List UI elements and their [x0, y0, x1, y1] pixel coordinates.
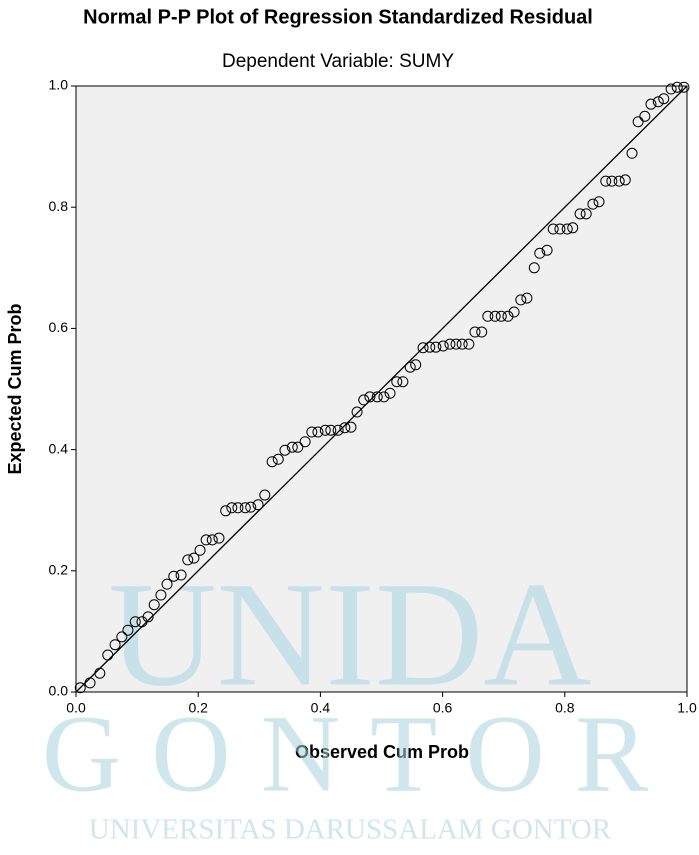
x-tick-label: 0.8 [555, 700, 575, 716]
y-axis-label: Expected Cum Prob [5, 303, 25, 474]
y-tick-label: 0.6 [49, 319, 69, 335]
watermark: UNIVERSITAS DARUSSALAM GONTOR [89, 814, 612, 846]
x-tick-label: 0.0 [66, 700, 86, 716]
y-tick-label: 1.0 [49, 77, 69, 93]
x-tick-label: 0.4 [311, 700, 331, 716]
y-tick-label: 0.0 [49, 683, 69, 699]
x-tick-label: 1.0 [677, 700, 697, 716]
watermark: GONTOR [42, 692, 678, 814]
chart-subtitle: Dependent Variable: SUMY [222, 51, 454, 72]
y-tick-label: 0.2 [49, 562, 69, 578]
y-tick-label: 0.8 [49, 198, 69, 214]
y-tick-label: 0.4 [49, 440, 69, 456]
x-tick-label: 0.6 [433, 700, 453, 716]
x-tick-label: 0.2 [188, 700, 208, 716]
chart: Normal P-P Plot of Regression Standardiz… [0, 0, 699, 850]
chart-title: Normal P-P Plot of Regression Standardiz… [83, 6, 593, 28]
